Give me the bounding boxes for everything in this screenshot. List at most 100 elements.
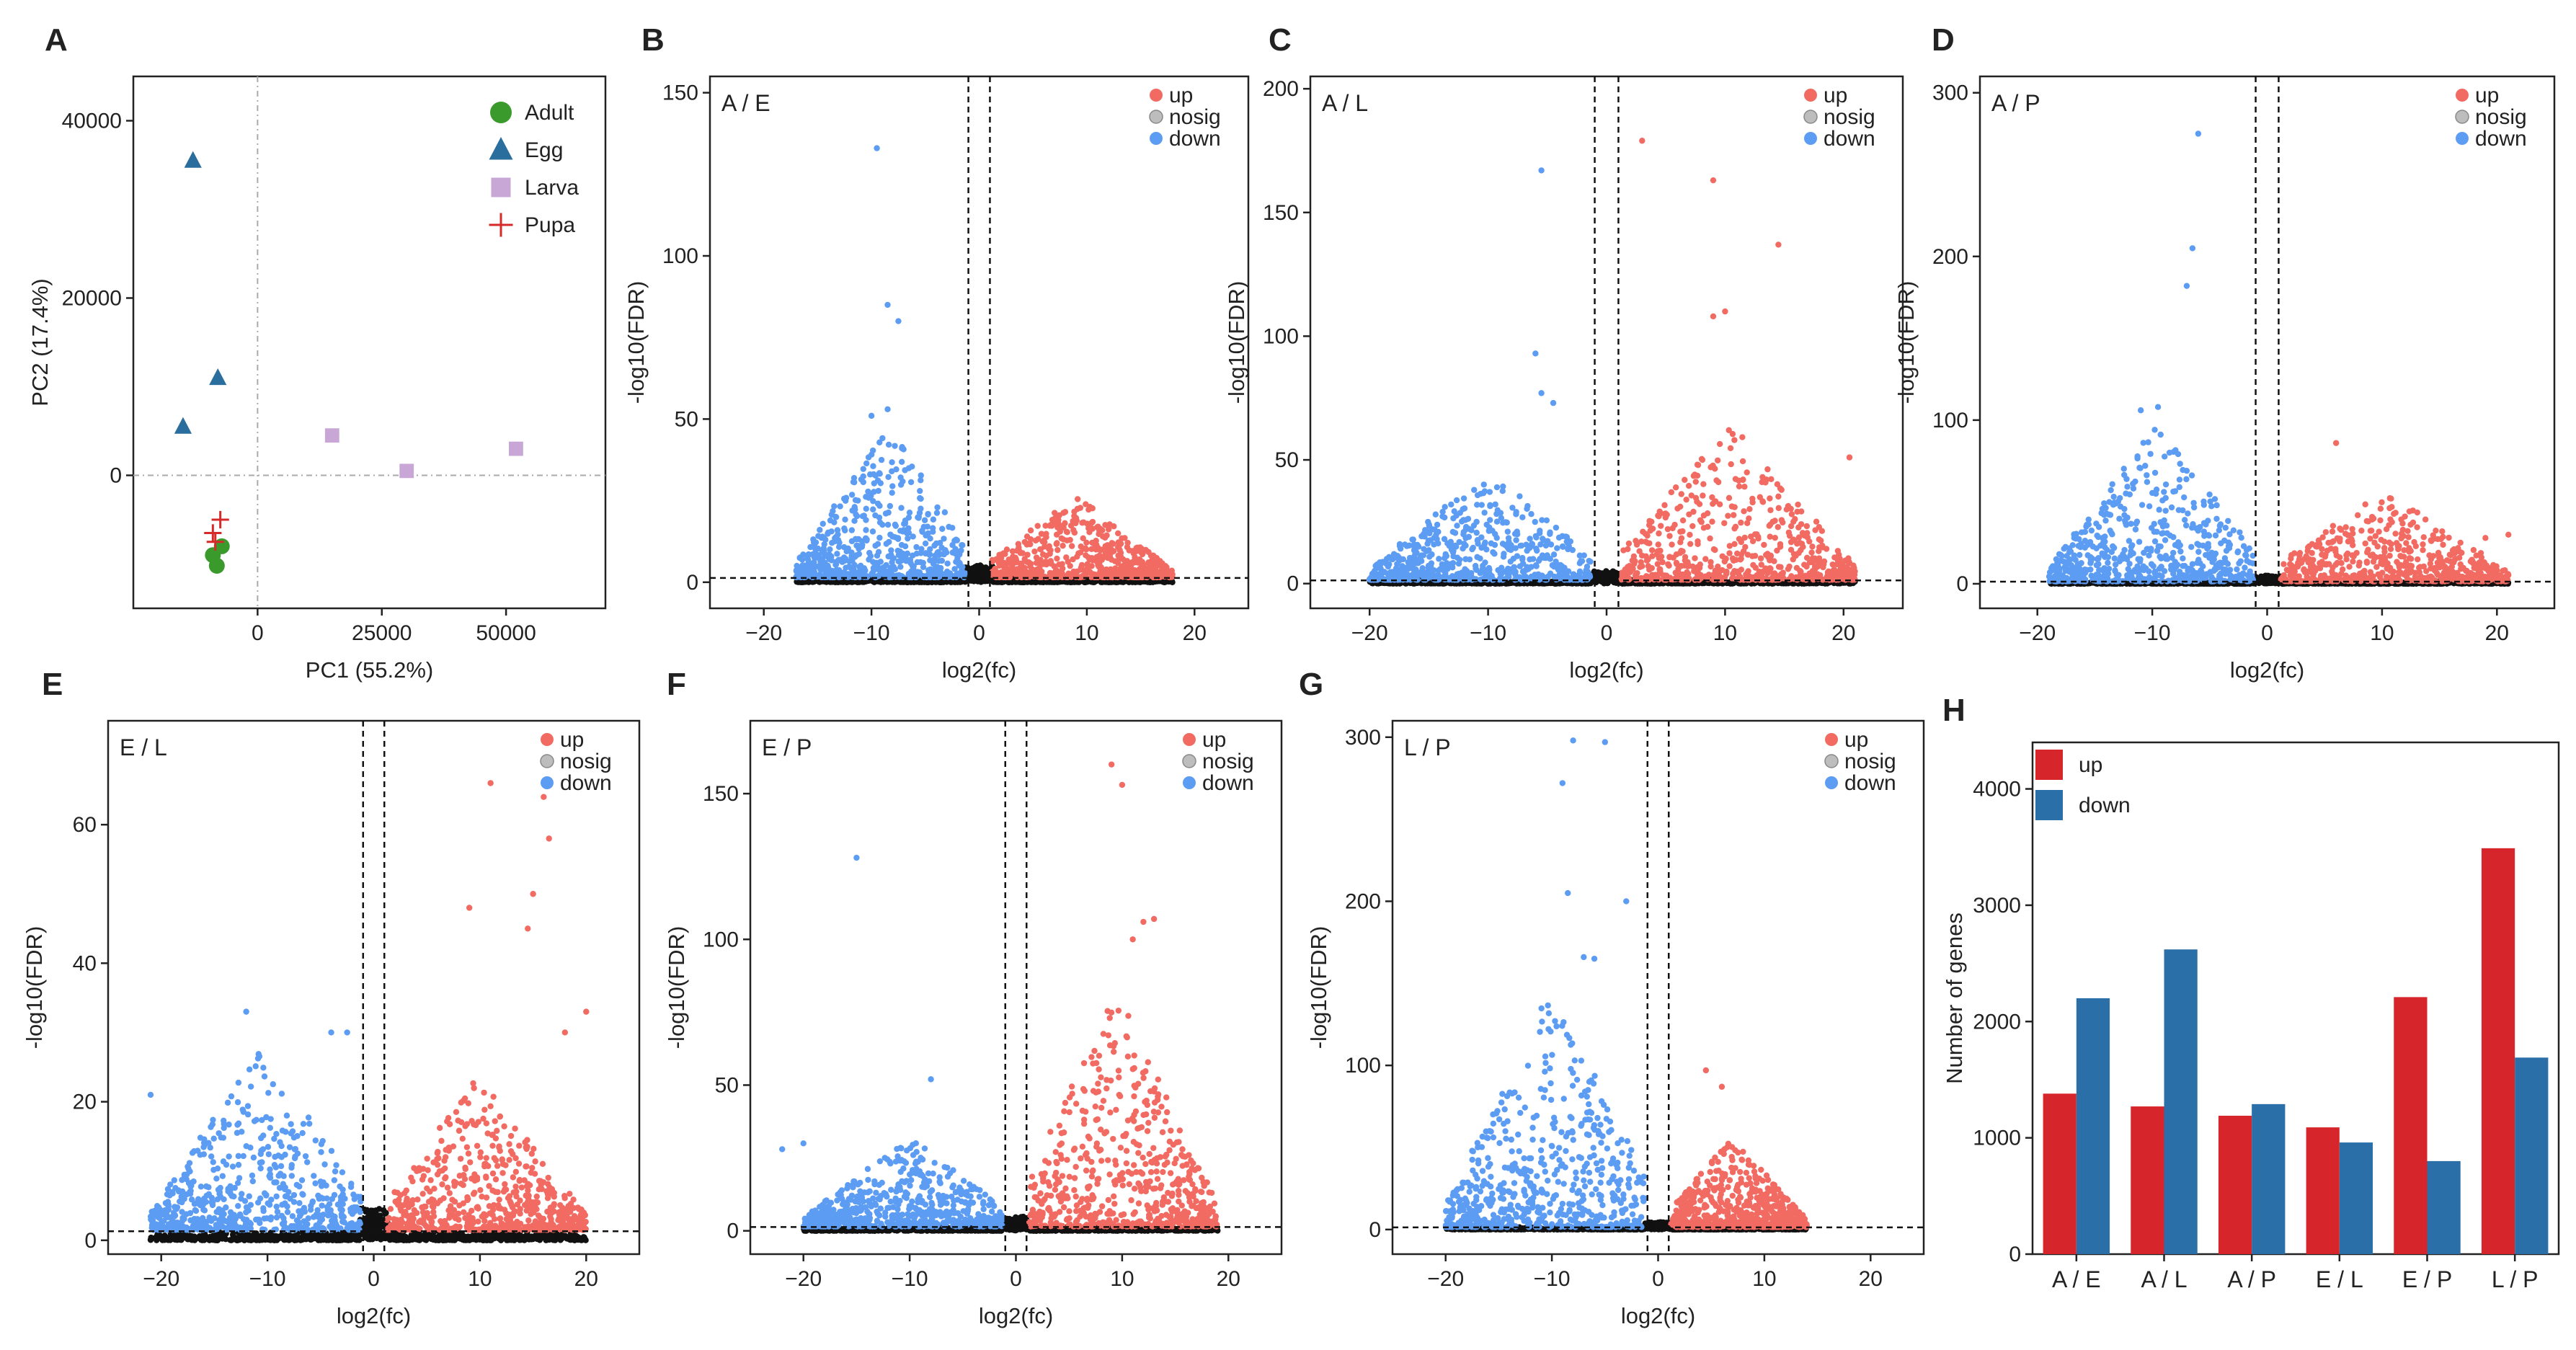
volcano-c-up-point	[1669, 525, 1676, 532]
volcano-b-down-point	[918, 550, 924, 556]
volcano-c-up-point	[1687, 541, 1694, 547]
volcano-b-down-point	[941, 509, 949, 515]
volcano-b-nosig-point	[980, 571, 986, 577]
volcano-c-up-point	[1685, 482, 1692, 489]
volcano-c-up-point	[1756, 494, 1764, 500]
volcano-c-up-point	[1747, 533, 1754, 540]
volcano-c-up-point	[1788, 511, 1795, 518]
volcano-c-up-point	[1679, 548, 1686, 555]
volcano-c-up-point	[1649, 553, 1656, 559]
volcano-c-up-point	[1644, 532, 1651, 539]
volcano-c-down-point	[1483, 546, 1490, 553]
volcano-b-down-point	[949, 525, 956, 531]
volcano-c-up-point	[1775, 564, 1782, 570]
volcano-b-up-point	[1082, 545, 1089, 551]
volcano-c-down-point	[1557, 567, 1564, 574]
volcano-c-down-point	[1409, 536, 1416, 543]
volcano-b-down-point	[892, 443, 898, 449]
volcano-b-xtick-label: 20	[1183, 621, 1207, 645]
volcano-b-down-point	[953, 536, 959, 543]
volcano-b-down-point	[929, 528, 936, 535]
volcano-c-ytick-label: 100	[1263, 324, 1299, 348]
volcano-c-down-point	[1441, 536, 1448, 543]
volcano-c-up-point	[1775, 505, 1782, 512]
volcano-c-up-point	[1692, 576, 1699, 582]
volcano-b-up-point	[1037, 556, 1044, 563]
panel-label-d: D	[1932, 22, 1955, 58]
volcano-c-down-point	[1399, 572, 1405, 579]
volcano-b-legend-label-nosig: nosig	[1169, 105, 1221, 129]
volcano-c-down-point	[1414, 541, 1421, 549]
volcano-b-down-point	[909, 463, 915, 470]
volcano-c-up-point	[1761, 541, 1767, 549]
volcano-c-down-point	[1518, 542, 1525, 549]
volcano-c-up-point	[1694, 472, 1701, 479]
volcano-c-down-point	[1460, 517, 1467, 523]
volcano-b-down-point	[874, 477, 881, 484]
volcano-c-down-point	[1550, 551, 1558, 558]
volcano-c-down-point	[1460, 506, 1466, 512]
volcano-c-up-point	[1677, 539, 1684, 546]
volcano-b-down-point	[849, 557, 856, 564]
volcano-b-down-point	[927, 535, 933, 542]
volcano-c-down-point	[1383, 556, 1390, 562]
volcano-c-xtick-label: 20	[1831, 621, 1855, 645]
volcano-b-up-point	[1028, 567, 1035, 574]
volcano-b-nosig-point	[1045, 579, 1052, 585]
volcano-b-down-point	[939, 525, 946, 532]
volcano-c-up-outlier	[1639, 138, 1645, 144]
volcano-c-down-outlier	[1550, 399, 1557, 407]
volcano-b-down-point	[933, 568, 941, 575]
volcano-b-down-point	[873, 574, 879, 580]
volcano-c-down-point	[1513, 509, 1519, 515]
volcano-c-down-point	[1466, 556, 1473, 563]
volcano-c-up-point	[1655, 541, 1661, 548]
volcano-c-up-point	[1719, 567, 1726, 574]
volcano-c-up-point	[1700, 512, 1707, 519]
volcano-c-legend-label-nosig: nosig	[1824, 105, 1875, 129]
volcano-c-down-point	[1543, 517, 1550, 524]
volcano-c-down-point	[1474, 554, 1480, 561]
volcano-c-down-point	[1486, 489, 1493, 495]
volcano-c-down-point	[1399, 563, 1405, 569]
volcano-c-up-point	[1696, 501, 1703, 507]
volcano-c-down-point	[1516, 574, 1523, 581]
volcano-b-down-outlier	[874, 145, 880, 151]
volcano-b-up-point	[1067, 562, 1073, 569]
volcano-b-down-point	[853, 511, 859, 518]
volcano-c-up-point	[1692, 494, 1700, 502]
volcano-c-down-point	[1386, 561, 1393, 568]
pca-point-larva	[399, 463, 414, 479]
volcano-b-down-point	[949, 549, 956, 556]
volcano-c-up-point	[1689, 523, 1696, 530]
volcano-c-up-point	[1767, 565, 1774, 572]
volcano-b-up-point	[1054, 572, 1061, 578]
volcano-c-up-point	[1698, 456, 1705, 463]
volcano-d-xtick-label: 0	[2261, 621, 2273, 645]
volcano-c-up-point	[1831, 554, 1838, 561]
volcano-b-up-point	[993, 556, 1000, 562]
volcano-c-down-point	[1554, 545, 1560, 551]
volcano-b-up-point	[1088, 520, 1095, 527]
volcano-b-down-point	[874, 541, 881, 548]
volcano-b-up-point	[1104, 542, 1111, 549]
volcano-b-nosig-point	[982, 564, 989, 571]
volcano-c-down-point	[1539, 552, 1546, 559]
volcano-b-up-point	[1016, 569, 1023, 576]
volcano-b-up-point	[1023, 533, 1031, 540]
volcano-c-up-point	[1721, 558, 1728, 565]
pca-xlabel: PC1 (55.2%)	[306, 657, 433, 683]
volcano-c-up-point	[1757, 555, 1764, 561]
volcano-b-down-point	[836, 539, 843, 546]
volcano-b-nosig-point	[1136, 578, 1142, 585]
volcano-c-up-point	[1736, 483, 1743, 489]
volcano-c-down-point	[1527, 556, 1533, 563]
volcano-c-up-outlier	[1775, 241, 1782, 248]
volcano-c-down-point	[1533, 563, 1540, 569]
volcano-c-up-point	[1749, 499, 1756, 506]
volcano-c-up-point	[1726, 427, 1732, 434]
volcano-b-down-point	[917, 494, 923, 502]
volcano-c-legend-dot-nosig	[1803, 110, 1818, 124]
volcano-b-up-point	[1093, 558, 1100, 564]
volcano-b-down-point	[923, 550, 929, 556]
